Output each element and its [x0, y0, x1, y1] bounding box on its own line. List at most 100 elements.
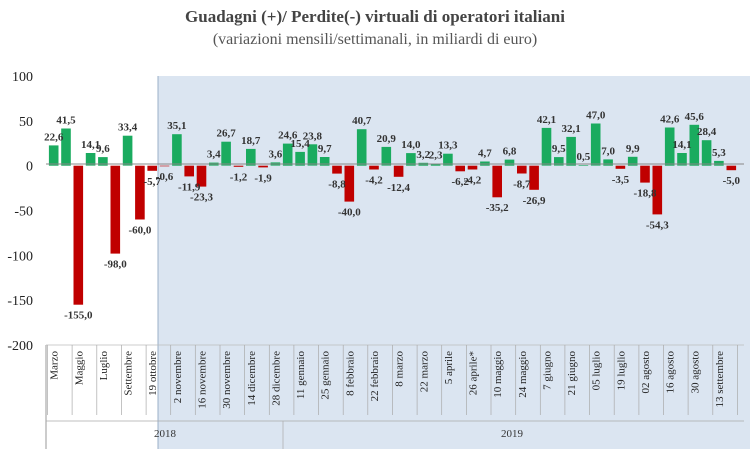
- bar: [726, 165, 737, 171]
- bar: [61, 128, 71, 166]
- data-label: 2,3: [429, 150, 443, 162]
- data-label: 13,3: [438, 140, 458, 152]
- bar: [356, 129, 367, 166]
- bar: [517, 165, 527, 174]
- y-tick-label: 100: [12, 70, 33, 85]
- data-label: 33,4: [118, 122, 138, 134]
- data-label: 40,7: [352, 115, 372, 127]
- bar: [541, 127, 552, 166]
- bar: [172, 134, 182, 166]
- x-tick-label: 19 ottobre: [147, 351, 159, 396]
- x-tick-label: 16 agosto: [665, 351, 677, 394]
- bar: [566, 136, 576, 166]
- data-label: 47,0: [586, 110, 606, 122]
- data-label: 15,4: [290, 138, 310, 150]
- y-tick-label: -50: [14, 205, 33, 220]
- x-tick-label: Marzo: [49, 351, 61, 380]
- bar: [332, 165, 342, 174]
- bar: [48, 145, 59, 166]
- data-label: -23,3: [190, 192, 213, 204]
- bar: [122, 135, 133, 166]
- bar: [135, 165, 145, 220]
- data-label: -1,9: [254, 172, 272, 184]
- data-label: -1,2: [230, 172, 248, 184]
- year-label-2019: 2019: [501, 428, 524, 440]
- data-label: 42,1: [537, 114, 556, 126]
- bar: [627, 156, 638, 166]
- bar: [455, 165, 465, 172]
- data-label: 14,1: [672, 139, 691, 151]
- data-label: -40,0: [338, 207, 361, 219]
- x-tick-label: 2 novembre: [172, 351, 184, 403]
- bar: [307, 144, 318, 166]
- data-label: 6,8: [503, 146, 517, 158]
- data-label: 0,5: [577, 151, 591, 163]
- x-tick-label: 22 marzo: [418, 351, 430, 393]
- data-label: 9,5: [552, 143, 566, 155]
- data-label: -35,2: [486, 202, 509, 214]
- x-tick-label: 24 maggio: [517, 351, 529, 398]
- data-labels: 22,641,5-155,014,19,6-98,033,4-60,0-5,7-…: [44, 110, 740, 322]
- bar: [652, 165, 663, 215]
- bar: [689, 124, 700, 166]
- data-label: 42,6: [660, 114, 680, 126]
- bar: [344, 165, 355, 202]
- x-tick-label: 30 agosto: [689, 351, 701, 394]
- year-label-2018: 2018: [154, 428, 177, 440]
- bar: [590, 123, 601, 166]
- data-label: 9,9: [626, 143, 640, 155]
- bar: [701, 140, 712, 166]
- data-label: -60,0: [128, 225, 151, 237]
- bar: [184, 165, 194, 177]
- data-label: 14,1: [81, 139, 100, 151]
- x-tick-label: 5 aprile: [443, 351, 455, 384]
- bar: [246, 148, 256, 166]
- bar: [406, 153, 416, 166]
- bar: [529, 165, 539, 190]
- data-label: -98,0: [104, 259, 127, 271]
- x-tick-label: 19 luglio: [615, 351, 627, 391]
- data-label: 45,6: [685, 111, 705, 123]
- bar: [85, 153, 96, 166]
- data-label: -11,9: [178, 181, 201, 193]
- data-label: 20,9: [377, 133, 397, 145]
- x-tick-label: 28 dicembre: [270, 351, 282, 406]
- bar: [640, 165, 650, 183]
- data-label: -18,8: [634, 188, 657, 200]
- data-label: -6,2: [451, 176, 469, 188]
- y-tick-label: -200: [7, 339, 33, 354]
- bar: [393, 165, 404, 177]
- x-tick-label: 8 febbraio: [344, 351, 356, 396]
- data-label: -0,6: [156, 171, 174, 183]
- data-label: 9,7: [318, 143, 332, 155]
- bar: [110, 165, 121, 254]
- data-label: 3,6: [269, 148, 283, 160]
- data-label: 3,4: [207, 149, 221, 161]
- x-tick-label: 25 gennaio: [320, 351, 332, 400]
- x-tick-label: 8 marzo: [394, 351, 406, 387]
- x-tick-label: 02 agosto: [640, 351, 652, 394]
- data-label: -3,5: [612, 174, 630, 186]
- y-tick-label: 0: [26, 160, 33, 175]
- bar: [714, 160, 724, 166]
- data-label: -12,4: [387, 182, 410, 194]
- bar: [159, 165, 170, 167]
- data-label: 3,2: [416, 149, 430, 161]
- x-tick-label: 7 giugno: [542, 351, 554, 390]
- bar: [603, 159, 613, 166]
- x-tick-label: 22 febbraio: [369, 351, 381, 402]
- data-label: -8,8: [328, 179, 346, 191]
- data-label: 23,8: [303, 130, 323, 142]
- bar: [381, 146, 392, 166]
- bar: [664, 127, 675, 166]
- x-tick-label: 14 dicembre: [246, 351, 258, 406]
- y-axis-ticks: 100 50 0 -50 -100 -150 -200: [7, 70, 33, 354]
- data-label: 26,7: [216, 128, 236, 140]
- data-label: 41,5: [56, 115, 76, 127]
- data-label: -155,0: [64, 310, 93, 322]
- bar: [578, 165, 589, 166]
- bar: [98, 157, 108, 166]
- bar: [430, 163, 441, 166]
- chart-subtitle: (variazioni mensili/settimanali, in mili…: [213, 31, 537, 48]
